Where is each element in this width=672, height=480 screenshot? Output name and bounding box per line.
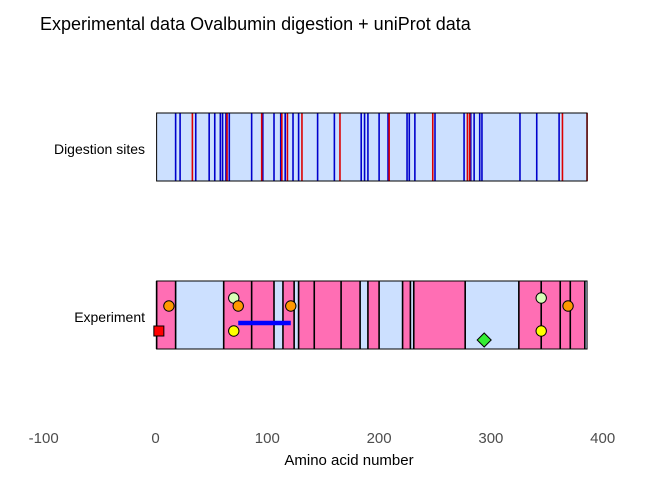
marker-circle xyxy=(232,300,244,312)
marker-circle xyxy=(535,325,547,337)
peptide-segment xyxy=(282,281,295,349)
experiment-row xyxy=(153,280,588,350)
peptide-segment xyxy=(367,281,380,349)
marker-diamond xyxy=(476,332,492,348)
peptide-segment xyxy=(223,281,275,349)
x-tick-label: 300 xyxy=(478,430,503,447)
peptide-segment xyxy=(156,281,176,349)
row-label-digestion: Digestion sites xyxy=(54,141,145,157)
marker-square xyxy=(153,325,165,337)
marker-circle xyxy=(163,300,175,312)
chart-title: Experimental data Ovalbumin digestion + … xyxy=(40,14,472,34)
marker-circle xyxy=(535,292,547,304)
marker-circle xyxy=(285,300,297,312)
digestion-frame xyxy=(156,112,588,182)
peptide-segment xyxy=(518,281,585,349)
peptide-segment xyxy=(402,281,411,349)
peptide-segment xyxy=(298,281,361,349)
x-axis-ticks: -100 0 100 200 300 400 xyxy=(29,430,616,447)
x-tick-label: 400 xyxy=(590,430,615,447)
experiment-frame xyxy=(156,280,588,350)
row-label-experiment: Experiment xyxy=(74,309,145,325)
marker-circle xyxy=(228,325,240,337)
marker-circle xyxy=(562,300,574,312)
digestion-row xyxy=(156,112,588,182)
x-tick-label: 0 xyxy=(151,430,159,447)
digestion-band xyxy=(156,113,588,181)
peptide-segment xyxy=(413,281,466,349)
x-axis-label: Amino acid number xyxy=(284,452,413,469)
x-tick-label: 200 xyxy=(367,430,392,447)
x-tick-label: -100 xyxy=(29,430,59,447)
x-tick-label: 100 xyxy=(255,430,280,447)
